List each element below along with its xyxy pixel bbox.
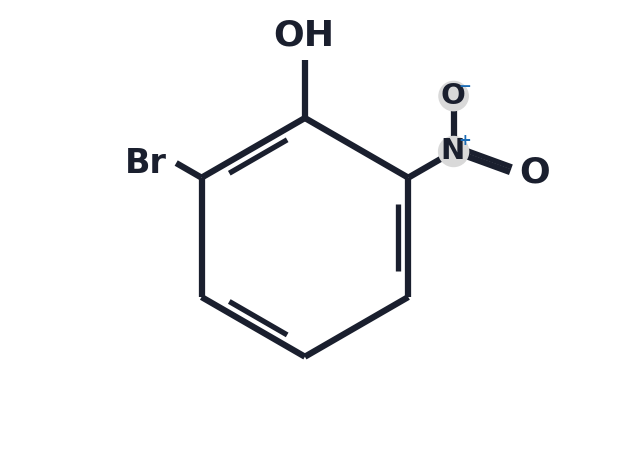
Text: +: + <box>459 133 472 148</box>
Text: OH: OH <box>273 18 334 53</box>
Text: O: O <box>519 155 550 189</box>
Text: −: − <box>458 78 471 94</box>
Circle shape <box>438 136 468 166</box>
Text: N: N <box>440 138 464 165</box>
Text: Br: Br <box>125 147 167 180</box>
Text: O: O <box>440 82 465 110</box>
Circle shape <box>439 81 468 111</box>
